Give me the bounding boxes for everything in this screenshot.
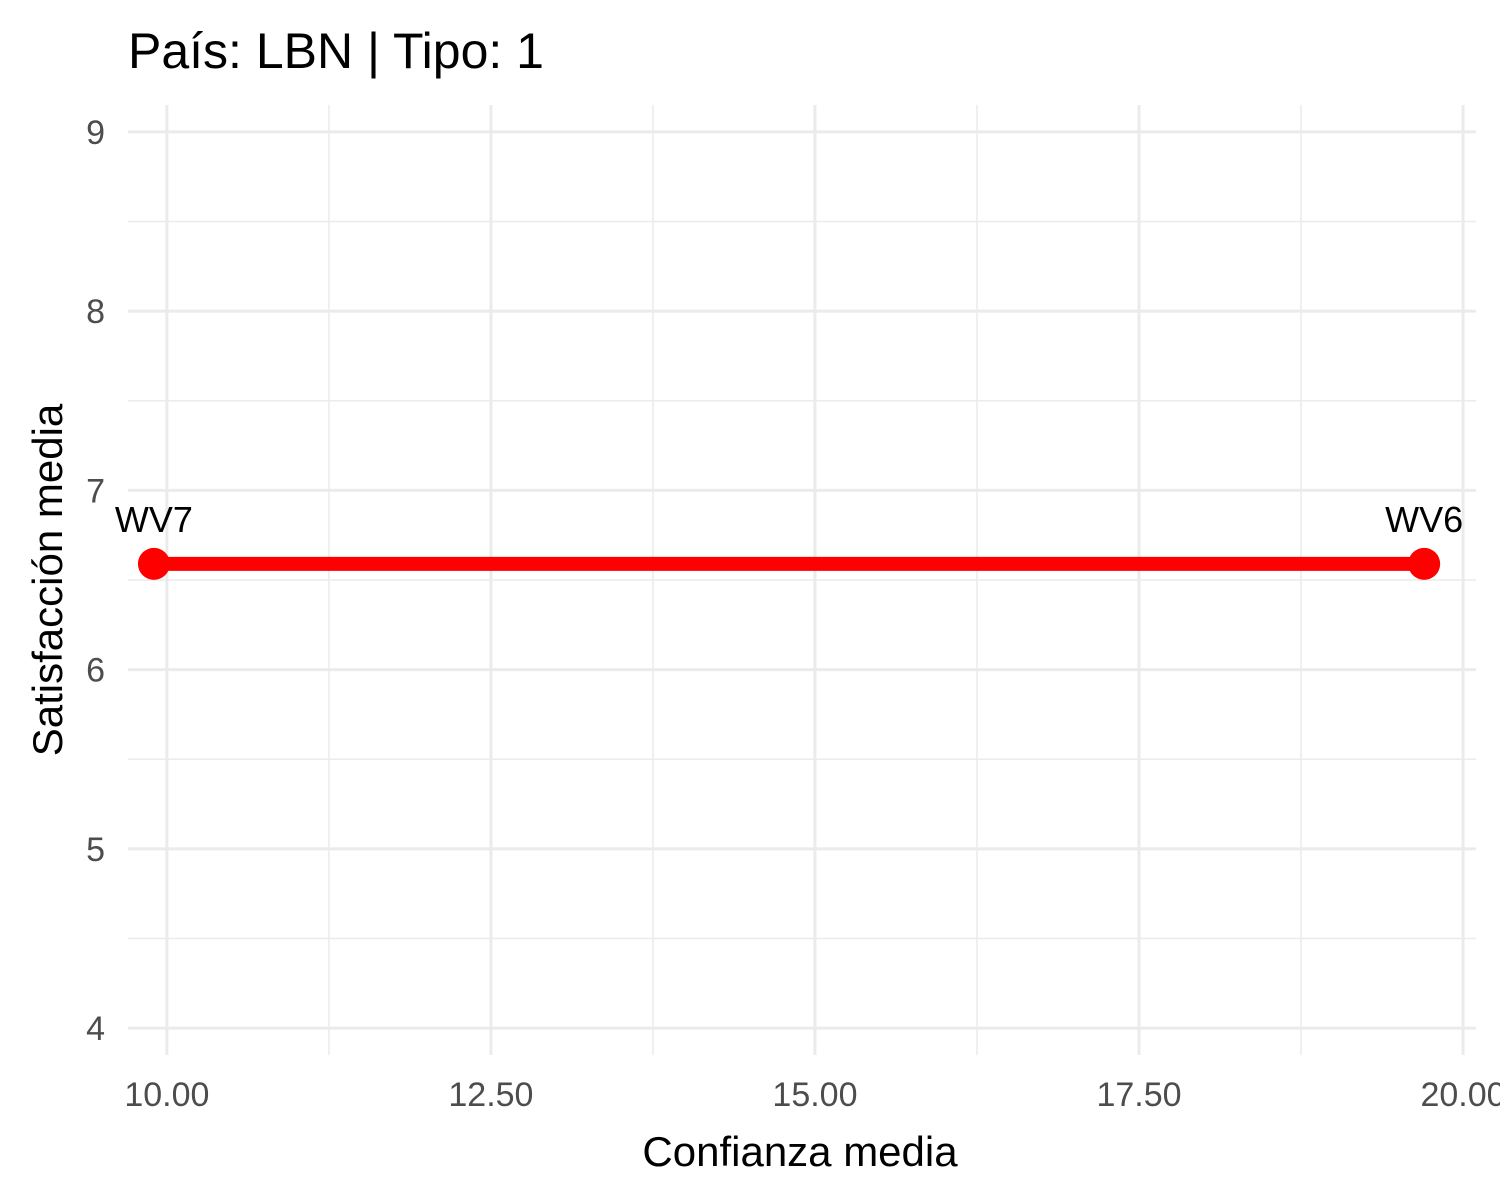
major-gridlines: [128, 105, 1476, 1055]
y-tick-label: 9: [86, 114, 105, 152]
data-point: [1408, 547, 1441, 580]
y-tick-label: 4: [86, 1010, 105, 1048]
minor-gridlines: [128, 105, 1476, 1055]
y-axis-title: Satisfacción media: [24, 403, 71, 756]
x-tick-label: 15.00: [772, 1076, 857, 1114]
y-axis-ticks: 4 5 6 7 8 9: [86, 114, 105, 1048]
y-tick-label: 6: [86, 652, 105, 690]
x-axis-ticks: 10.00 12.50 15.00 17.50 20.00: [124, 1076, 1500, 1114]
data-point-label: WV6: [1385, 499, 1463, 540]
data-point: [137, 547, 170, 580]
y-tick-label: 5: [86, 831, 105, 869]
chart-title: País: LBN | Tipo: 1: [128, 23, 544, 79]
y-tick-label: 8: [86, 293, 105, 331]
x-axis-title: Confianza media: [642, 1128, 958, 1175]
x-tick-label: 10.00: [124, 1076, 209, 1114]
point-labels: WV7 WV6: [115, 499, 1463, 540]
x-tick-label: 17.50: [1096, 1076, 1181, 1114]
series-layer: [137, 547, 1441, 580]
x-tick-label: 12.50: [448, 1076, 533, 1114]
x-tick-label: 20.00: [1420, 1076, 1500, 1114]
data-point-label: WV7: [115, 499, 193, 540]
y-tick-label: 7: [86, 472, 105, 510]
